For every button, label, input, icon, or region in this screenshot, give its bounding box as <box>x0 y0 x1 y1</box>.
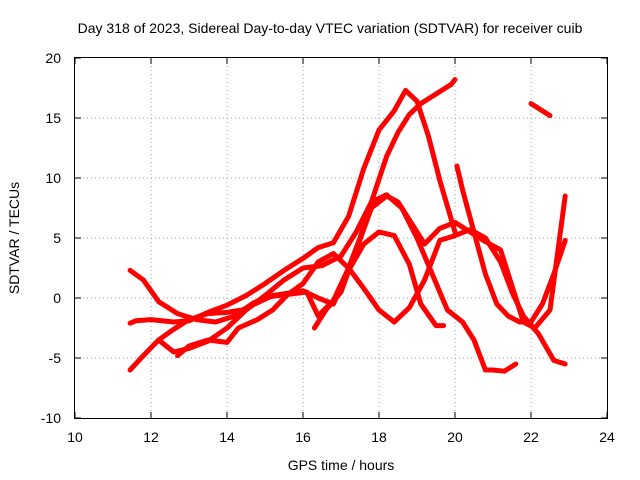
y-tick-label: 0 <box>53 290 61 306</box>
series-track-5 <box>175 227 568 367</box>
x-tick-label: 12 <box>143 429 159 445</box>
series-track-7 <box>454 163 568 325</box>
plot-frame <box>74 57 608 419</box>
x-tick-label: 22 <box>523 429 539 445</box>
y-axis-title: SDTVAR / TECUs <box>6 182 22 294</box>
x-tick-label: 10 <box>67 429 83 445</box>
y-tick-label: 20 <box>45 50 61 66</box>
x-tick-label: 16 <box>295 429 311 445</box>
x-tick-label: 18 <box>371 429 387 445</box>
y-tick-label: -5 <box>49 350 62 366</box>
grid <box>75 58 607 418</box>
ticks: 10 12 14 16 18 20 22 24 -10 -5 0 5 10 15 20 <box>41 50 615 445</box>
y-tick-label: 5 <box>53 230 61 246</box>
series-track-1 <box>127 87 458 326</box>
x-axis-title: GPS time / hours <box>288 457 395 473</box>
y-tick-label: 15 <box>45 110 61 126</box>
series-track-2 <box>127 77 458 325</box>
series-group <box>127 77 568 374</box>
series-track-8 <box>528 101 553 119</box>
chart-title: Day 318 of 2023, Sidereal Day-to-day VTE… <box>78 20 583 36</box>
y-tick-label: -10 <box>41 410 61 426</box>
y-tick-label: 10 <box>45 170 61 186</box>
x-tick-label: 14 <box>219 429 235 445</box>
x-tick-label: 24 <box>599 429 615 445</box>
series-track-4 <box>156 192 519 374</box>
series-track-6 <box>311 193 568 331</box>
x-tick-label: 20 <box>447 429 463 445</box>
